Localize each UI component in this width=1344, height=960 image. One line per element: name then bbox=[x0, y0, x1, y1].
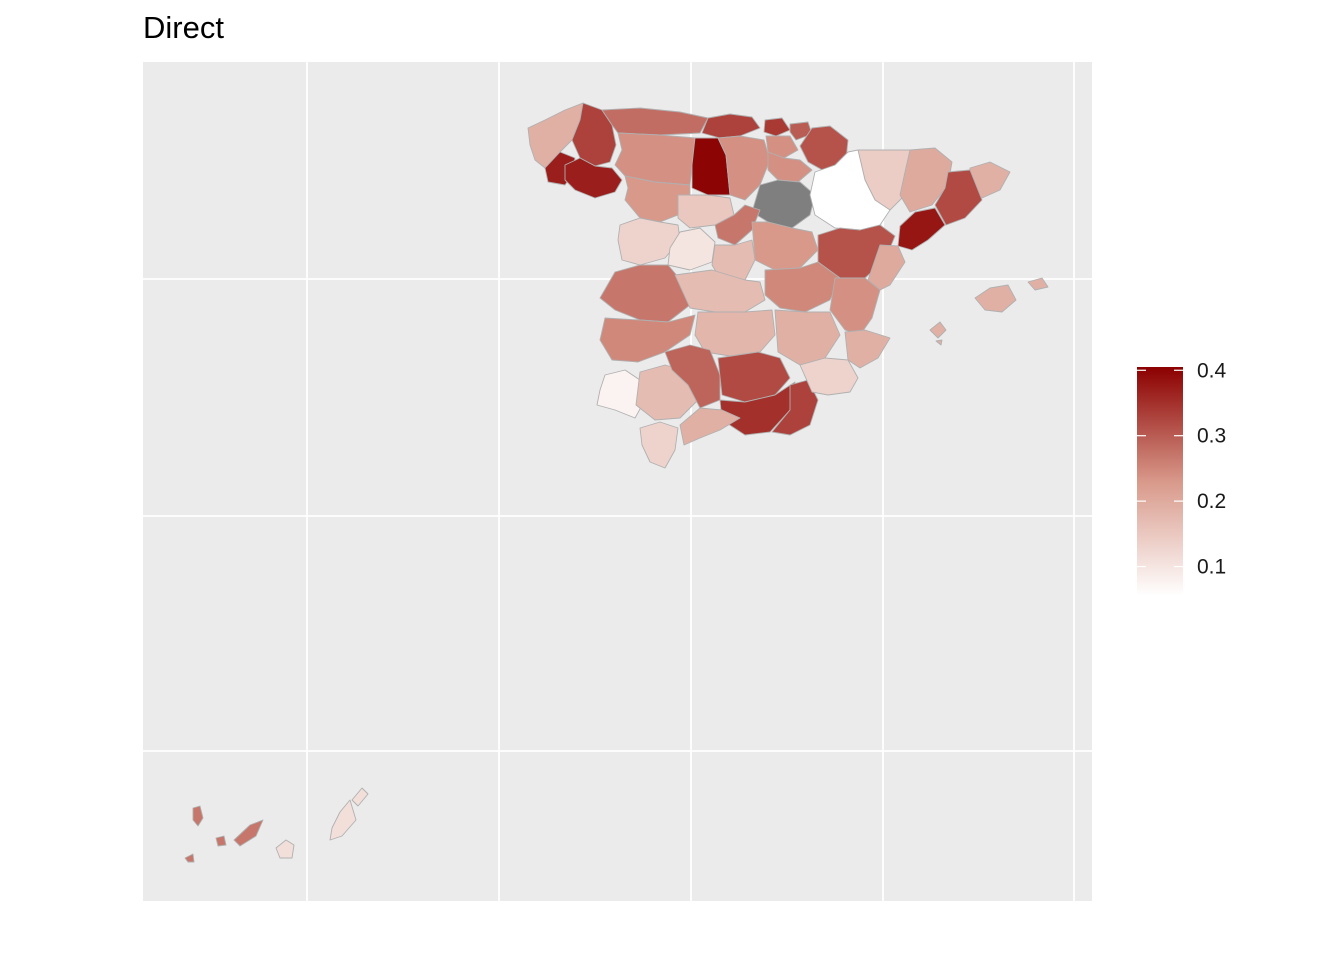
island-gran-canaria bbox=[275, 839, 295, 859]
region-zamora[interactable] bbox=[624, 175, 691, 223]
region-huelva[interactable] bbox=[596, 369, 646, 419]
plot-title: Direct bbox=[143, 10, 224, 45]
region-ciudad-real[interactable] bbox=[694, 309, 776, 357]
island-el-hierro bbox=[184, 853, 195, 863]
region-bizkaia[interactable] bbox=[763, 117, 791, 137]
region-madrid[interactable] bbox=[711, 239, 756, 283]
legend-label-0: 0.1 bbox=[1197, 556, 1226, 579]
region-jaen[interactable] bbox=[717, 351, 791, 403]
region-barcelona[interactable] bbox=[934, 169, 983, 226]
island-tenerife bbox=[233, 819, 264, 847]
region-avila[interactable] bbox=[667, 227, 716, 271]
legend-labels: 0.1 0.2 0.3 0.4 bbox=[1197, 359, 1227, 578]
region-caceres[interactable] bbox=[599, 264, 691, 323]
region-alava[interactable] bbox=[765, 135, 799, 159]
island-formentera bbox=[935, 339, 943, 346]
region-cantabria[interactable] bbox=[701, 113, 761, 139]
region-segovia[interactable] bbox=[714, 204, 761, 246]
region-badajoz[interactable] bbox=[599, 314, 696, 363]
region-la-rioja[interactable] bbox=[767, 151, 813, 183]
region-murcia[interactable] bbox=[799, 357, 859, 396]
region-malaga[interactable] bbox=[679, 407, 741, 446]
region-cuenca[interactable] bbox=[764, 261, 841, 313]
region-toledo[interactable] bbox=[674, 269, 766, 313]
region-lleida[interactable] bbox=[899, 147, 953, 213]
region-cadiz[interactable] bbox=[639, 421, 679, 469]
island-fuerteventura bbox=[329, 799, 357, 841]
legend-label-1: 0.2 bbox=[1197, 490, 1226, 513]
region-baleares[interactable] bbox=[929, 277, 1049, 346]
region-valencia[interactable] bbox=[829, 277, 881, 336]
region-ourense[interactable] bbox=[564, 157, 623, 199]
region-tarragona[interactable] bbox=[897, 207, 946, 251]
island-la-palma bbox=[192, 805, 204, 827]
region-santa-cruz-de-tenerife[interactable] bbox=[184, 805, 264, 863]
legend-colorbar bbox=[1137, 367, 1183, 596]
region-albacete[interactable] bbox=[774, 309, 841, 366]
region-asturias[interactable] bbox=[601, 107, 709, 136]
legend-ticks bbox=[1137, 369, 1183, 568]
legend: 0.1 0.2 0.3 0.4 bbox=[1137, 359, 1227, 596]
grid-lines bbox=[143, 62, 1092, 901]
legend-label-2: 0.3 bbox=[1197, 425, 1226, 448]
island-la-gomera bbox=[215, 835, 227, 847]
region-zaragoza[interactable] bbox=[809, 149, 891, 231]
legend-label-3: 0.4 bbox=[1197, 359, 1227, 382]
island-mallorca bbox=[974, 284, 1017, 313]
island-menorca bbox=[1027, 277, 1049, 291]
region-las-palmas[interactable] bbox=[275, 787, 369, 859]
island-lanzarote bbox=[351, 787, 369, 807]
province-regions bbox=[184, 102, 1049, 863]
island-ibiza bbox=[929, 321, 947, 339]
